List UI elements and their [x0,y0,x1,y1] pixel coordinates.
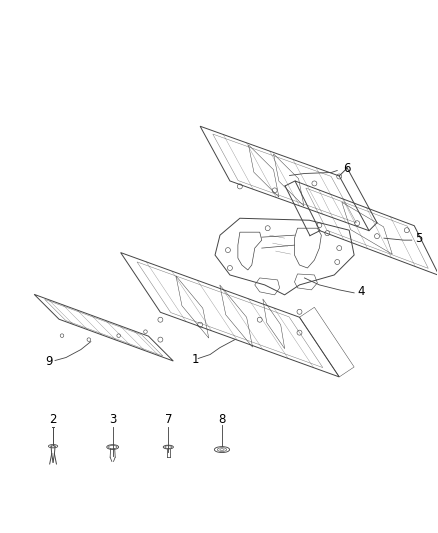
Text: 4: 4 [357,285,364,298]
Text: 8: 8 [218,413,226,426]
Text: 5: 5 [415,232,422,245]
Text: 3: 3 [109,413,117,426]
Text: 1: 1 [191,353,199,366]
Text: 2: 2 [49,413,57,426]
Text: 7: 7 [165,413,172,426]
Text: 6: 6 [343,162,351,175]
Text: 9: 9 [46,355,53,368]
